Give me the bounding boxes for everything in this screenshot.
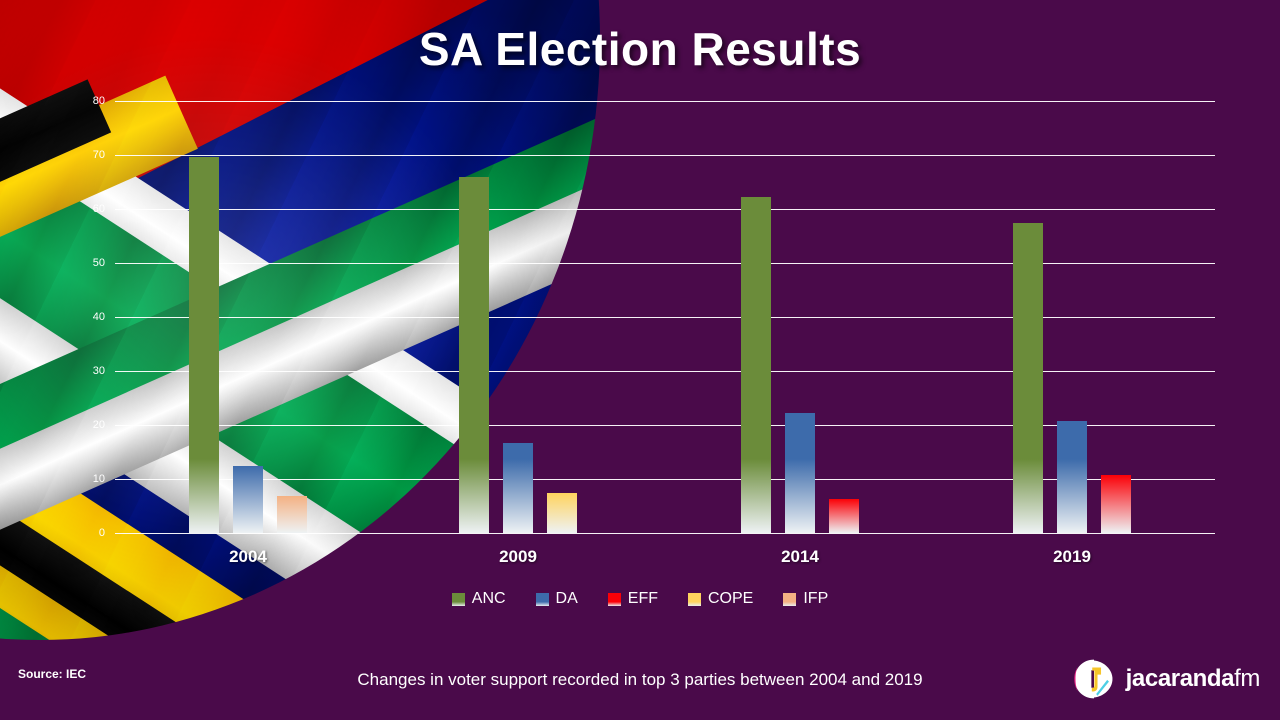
- bar-eff-2019: [1101, 474, 1131, 533]
- bar-da-2009: [503, 442, 533, 533]
- legend-label-cope: COPE: [708, 590, 754, 607]
- jacaranda-fm-logo: jacarandafm: [1072, 655, 1260, 703]
- y-axis-tick-70: 70: [92, 149, 105, 161]
- y-axis-tick-0: 0: [98, 527, 105, 539]
- y-axis-tick-30: 30: [92, 365, 105, 377]
- gridline-50: [115, 263, 1215, 264]
- legend-label-anc: ANC: [471, 590, 506, 607]
- jacaranda-fm-wordmark: jacarandafm: [1125, 665, 1261, 693]
- bar-ifp-2004: [277, 495, 307, 533]
- legend-label-ifp: IFP: [803, 590, 829, 607]
- y-axis-tick-20: 20: [92, 419, 105, 431]
- bar-cope-2009: [547, 493, 577, 533]
- x-axis-label-2014: 2014: [781, 547, 819, 566]
- bar-da-2019: [1057, 420, 1087, 533]
- x-axis-label-2009: 2009: [499, 547, 537, 566]
- legend-item-da[interactable]: DA: [535, 590, 578, 608]
- gridline-60: [115, 209, 1215, 210]
- legend-swatch-cope: [688, 592, 701, 606]
- legend-swatch-eff: [607, 592, 621, 606]
- logo-brand: jacaranda: [1125, 665, 1235, 692]
- legend-item-anc[interactable]: ANC: [451, 590, 506, 608]
- y-axis-tick-10: 10: [92, 473, 105, 485]
- gridline-80: [115, 101, 1215, 102]
- legend-item-cope[interactable]: COPE: [688, 590, 753, 608]
- bar-da-2014: [785, 413, 815, 533]
- bar-anc-2014: [741, 197, 771, 533]
- gridline-10: [115, 479, 1215, 480]
- legend-item-ifp[interactable]: IFP: [783, 590, 828, 608]
- gridline-40: [115, 317, 1215, 318]
- bar-anc-2019: [1013, 222, 1043, 533]
- gridline-70: [115, 155, 1215, 156]
- y-axis-tick-80: 80: [92, 95, 105, 107]
- y-axis-tick-40: 40: [92, 311, 105, 323]
- bar-eff-2014: [829, 498, 859, 533]
- logo-suffix: fm: [1234, 665, 1260, 692]
- legend-swatch-da: [535, 592, 549, 606]
- x-axis-label-2019: 2019: [1053, 547, 1091, 566]
- bar-anc-2004: [189, 156, 219, 533]
- y-axis-tick-60: 60: [92, 203, 105, 215]
- bar-da-2004: [233, 466, 263, 533]
- x-axis-label-2004: 2004: [229, 547, 267, 566]
- legend-swatch-anc: [451, 592, 465, 606]
- chart-caption: Changes in voter support recorded in top…: [357, 670, 923, 689]
- legend-swatch-ifp: [783, 592, 797, 606]
- jacaranda-play-mark-icon: [1073, 659, 1113, 699]
- bar-anc-2009: [459, 177, 489, 533]
- legend-label-eff: EFF: [627, 590, 658, 607]
- chart-legend: ANC DA EFF COPE IFP: [0, 590, 1280, 608]
- gridline-30: [115, 371, 1215, 372]
- y-axis-tick-50: 50: [92, 257, 105, 269]
- legend-label-da: DA: [555, 590, 578, 607]
- source-label: Source: IEC: [18, 667, 87, 681]
- gridline-0: [115, 533, 1215, 534]
- south-african-flag-background: [0, 0, 600, 640]
- chart-title: SA Election Results: [418, 23, 862, 75]
- legend-item-eff[interactable]: EFF: [607, 590, 658, 608]
- gridline-20: [115, 425, 1215, 426]
